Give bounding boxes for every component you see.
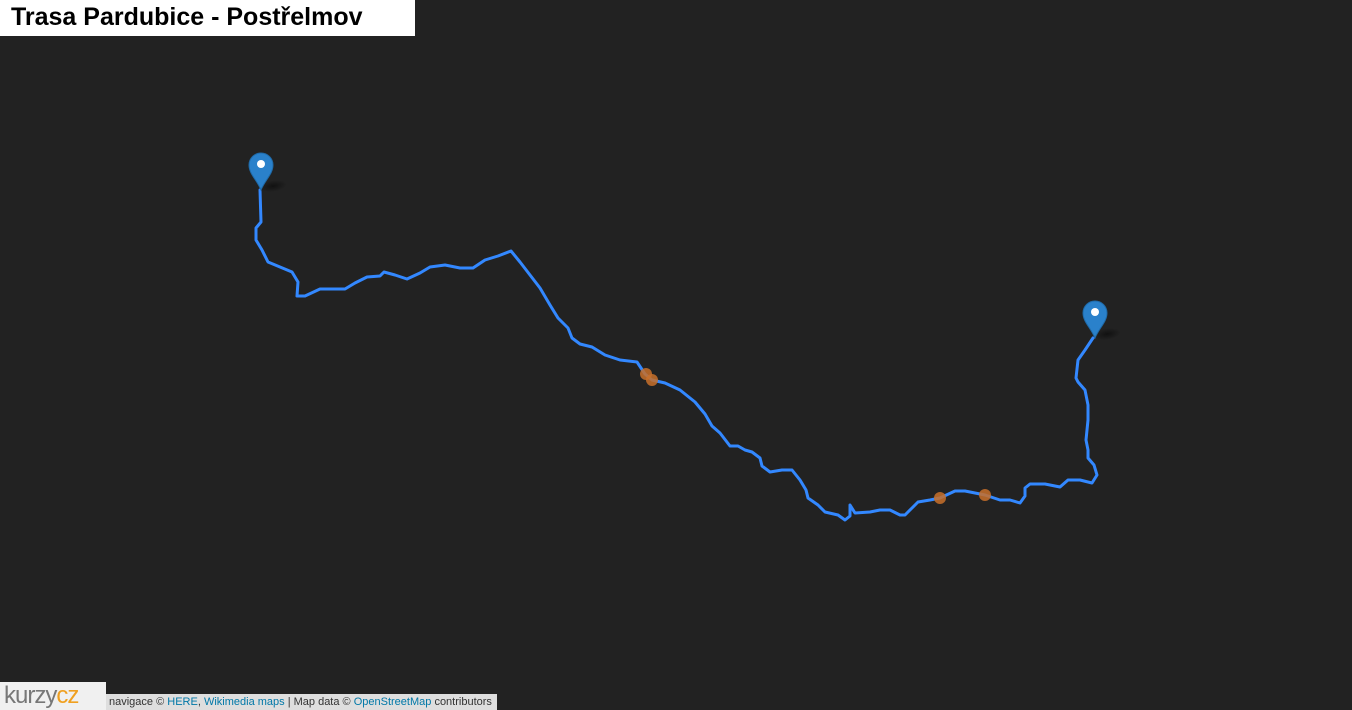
separator: , — [197, 696, 201, 708]
attribution-text: | Map data © — [287, 696, 351, 708]
waypoint — [646, 374, 658, 386]
route — [254, 188, 1099, 522]
attribution-link[interactable]: OpenStreetMap — [353, 696, 432, 708]
logo[interactable]: kurzycz — [0, 682, 106, 710]
waypoint — [934, 492, 946, 504]
end-marker[interactable] — [1082, 300, 1124, 340]
logo-text: cz — [56, 682, 79, 709]
attribution-link[interactable]: Wikimedia maps — [203, 696, 285, 708]
attribution-text: navigace © — [109, 696, 165, 708]
attribution-text: contributors — [434, 696, 492, 708]
map-title: Trasa Pardubice - Postřelmov — [0, 0, 415, 36]
waypoint — [979, 489, 991, 501]
attribution-link[interactable]: HERE — [167, 696, 198, 708]
attribution: navigace © HERE, Wikimedia maps | Map da… — [106, 694, 497, 710]
start-marker[interactable] — [248, 152, 290, 192]
waypoints — [640, 368, 991, 504]
logo-text: kurzy — [4, 682, 57, 709]
